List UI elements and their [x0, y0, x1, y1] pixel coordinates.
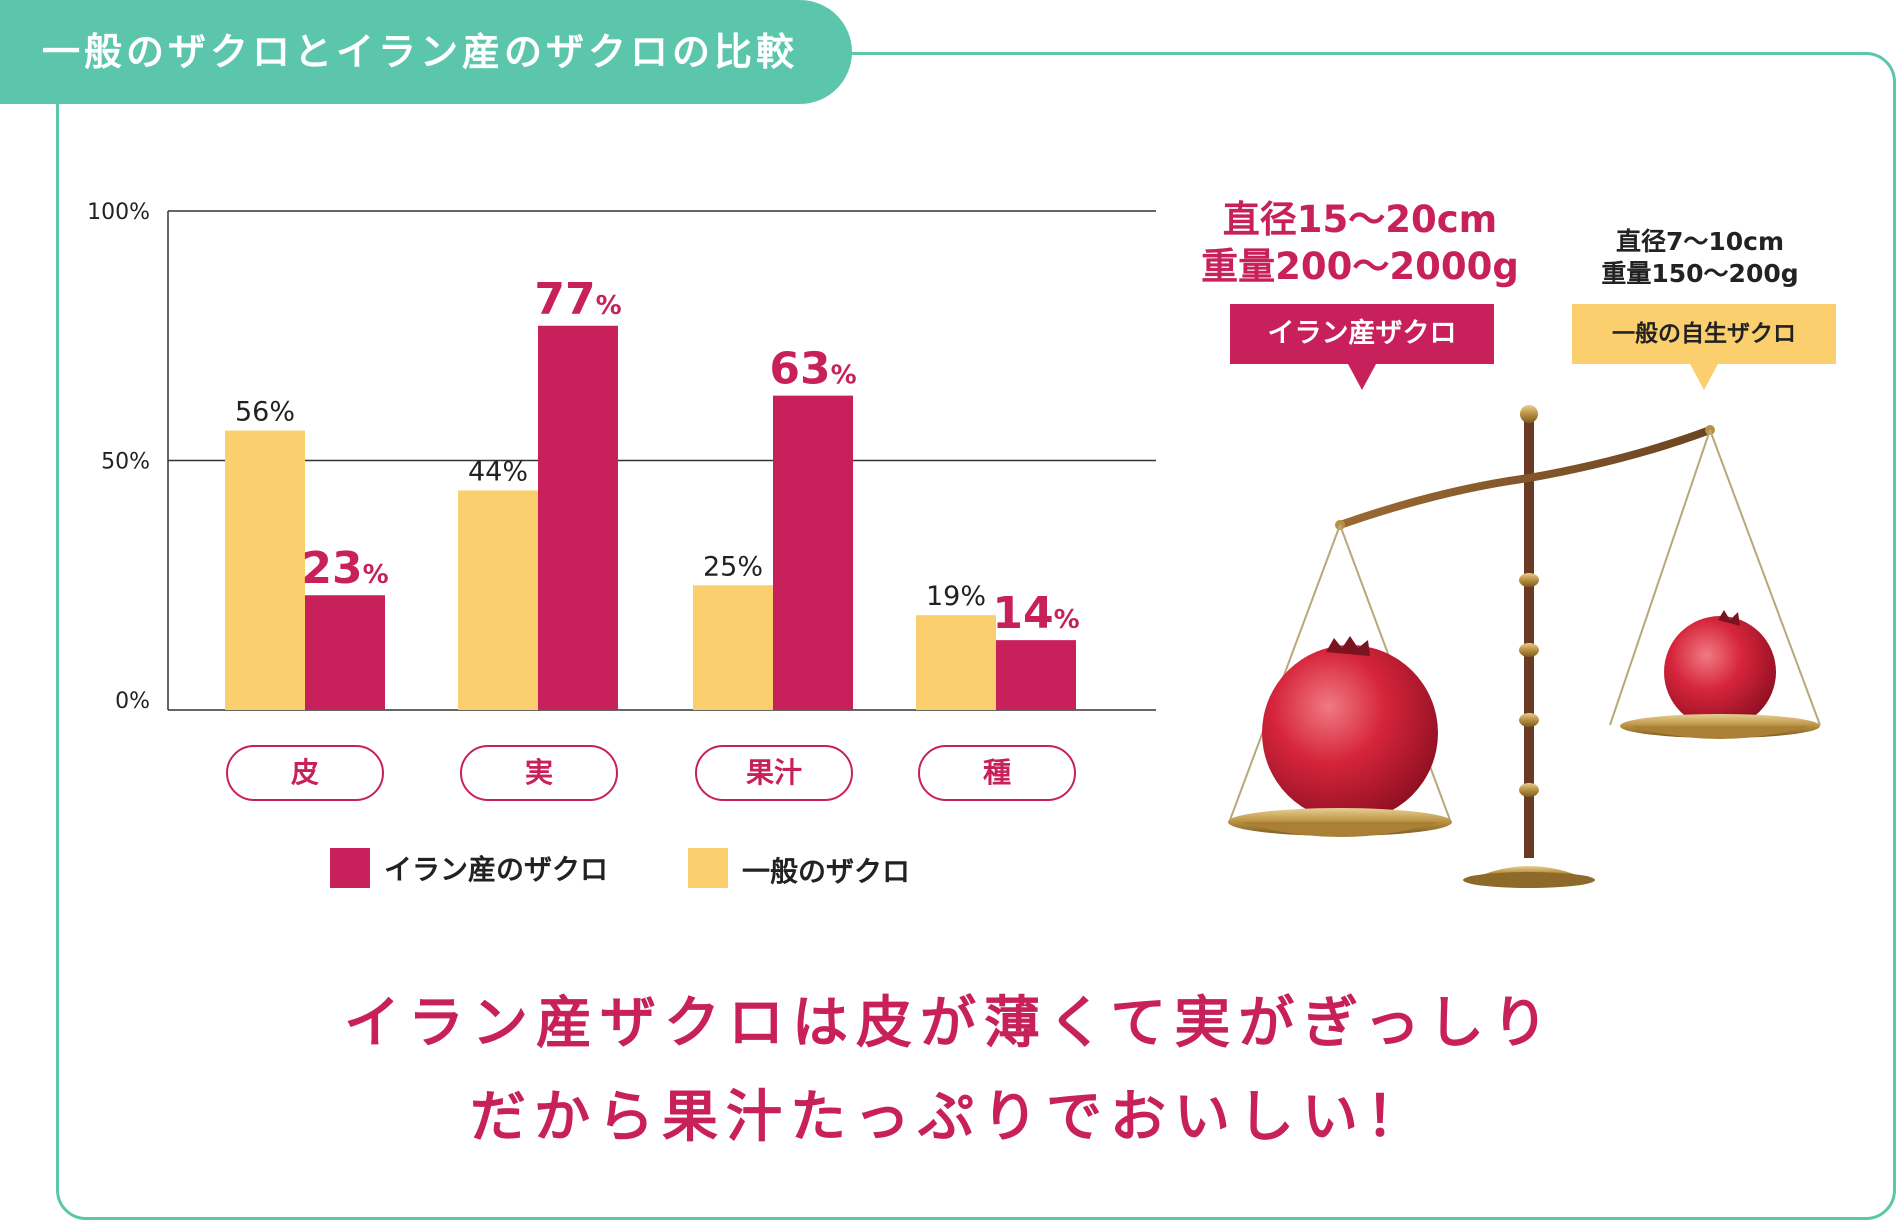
legend-label-iran: イラン産のザクロ — [384, 853, 609, 886]
legend-swatch-general — [688, 848, 728, 888]
right-pan — [1620, 714, 1820, 739]
bar-iran — [538, 325, 618, 710]
left-pan — [1228, 808, 1452, 837]
iran-tag: イラン産ザクロ — [1230, 304, 1494, 364]
general-tag: 一般の自生ザクロ — [1572, 304, 1836, 364]
bar-iran — [305, 595, 385, 710]
iran-weight: 重量200〜2000g — [1201, 245, 1519, 288]
scale-stand — [1463, 405, 1595, 888]
category-label-juice: 果汁 — [695, 745, 853, 801]
y-tick-label: 0% — [115, 689, 150, 714]
data-label-iran: 23% — [301, 543, 388, 594]
y-tick-label: 50% — [101, 450, 150, 475]
data-label-general: 56% — [235, 397, 295, 428]
category-label-skin: 皮 — [226, 745, 384, 801]
legend-swatch-iran — [330, 848, 370, 888]
content-frame — [56, 52, 1896, 1220]
general-weight: 重量150〜200g — [1601, 259, 1799, 288]
bar-iran — [996, 640, 1076, 710]
general-diameter: 直径7〜10cm — [1615, 227, 1785, 256]
legend-label-general: 一般のザクロ — [742, 855, 911, 888]
large-pomegranate — [1262, 636, 1438, 821]
category-label-seed: 種 — [918, 745, 1076, 801]
chart-value-labels: 56% 23% 44% 77% 25% 63% 19% 14% — [235, 274, 1080, 639]
data-label-general: 44% — [468, 456, 528, 487]
bar-general — [916, 615, 996, 710]
data-label-general: 25% — [703, 551, 763, 582]
data-label-iran: 63% — [769, 344, 856, 395]
page-title: 一般のザクロとイラン産のザクロの比較 — [0, 0, 852, 104]
y-tick-label: 100% — [87, 200, 150, 225]
iran-spec: 直径15〜20cm 重量200〜2000g — [1180, 196, 1540, 290]
small-pomegranate — [1664, 610, 1776, 728]
balance-scale-illustration — [1228, 405, 1821, 888]
bar-general — [693, 585, 773, 710]
right-pan-chains — [1609, 429, 1821, 726]
data-label-general: 19% — [926, 581, 986, 612]
message-line-2: だから果汁たっぷりでおいしい！ — [470, 1085, 1430, 1150]
comparison-chart: 0% 50% 100% 56% 23% 44% 77% 25% 63% 19% 14% — [87, 200, 1156, 714]
general-spec: 直径7〜10cm 重量150〜200g — [1560, 226, 1840, 290]
iran-diameter: 直径15〜20cm — [1222, 198, 1498, 241]
bar-general — [225, 430, 305, 710]
general-tag-arrow — [1690, 364, 1718, 390]
data-label-iran: 14% — [992, 588, 1079, 639]
chart-bars — [225, 325, 1076, 710]
iran-tag-arrow — [1348, 364, 1376, 390]
data-label-iran: 77% — [534, 274, 621, 325]
category-label-flesh: 実 — [460, 745, 618, 801]
bar-iran — [773, 395, 853, 710]
message-line-1: イラン産ザクロは皮が薄くて実がぎっしり — [343, 991, 1557, 1056]
bar-general — [458, 490, 538, 710]
